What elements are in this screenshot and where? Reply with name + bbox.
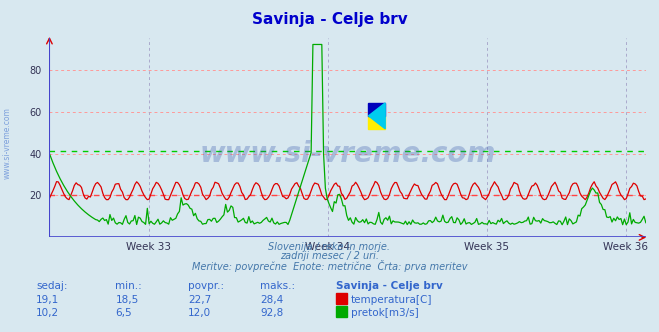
Text: 28,4: 28,4 — [260, 295, 283, 305]
Text: pretok[m3/s]: pretok[m3/s] — [351, 308, 418, 318]
Text: 12,0: 12,0 — [188, 308, 211, 318]
Text: 92,8: 92,8 — [260, 308, 283, 318]
Text: 10,2: 10,2 — [36, 308, 59, 318]
Text: Savinja - Celje brv: Savinja - Celje brv — [336, 281, 443, 290]
Text: Savinja - Celje brv: Savinja - Celje brv — [252, 12, 407, 27]
Text: zadnji mesec / 2 uri.: zadnji mesec / 2 uri. — [280, 251, 379, 261]
Text: www.si-vreme.com: www.si-vreme.com — [200, 140, 496, 168]
Text: Slovenija / reke in morje.: Slovenija / reke in morje. — [268, 242, 391, 252]
Text: www.si-vreme.com: www.si-vreme.com — [3, 107, 12, 179]
Text: Meritve: povprečne  Enote: metrične  Črta: prva meritev: Meritve: povprečne Enote: metrične Črta:… — [192, 260, 467, 272]
Text: 22,7: 22,7 — [188, 295, 211, 305]
Text: 18,5: 18,5 — [115, 295, 138, 305]
Text: min.:: min.: — [115, 281, 142, 290]
Text: 19,1: 19,1 — [36, 295, 59, 305]
Text: maks.:: maks.: — [260, 281, 295, 290]
Text: sedaj:: sedaj: — [36, 281, 68, 290]
Text: temperatura[C]: temperatura[C] — [351, 295, 432, 305]
Text: 6,5: 6,5 — [115, 308, 132, 318]
Bar — [368, 116, 386, 129]
Polygon shape — [368, 103, 386, 129]
Text: povpr.:: povpr.: — [188, 281, 224, 290]
Bar — [368, 103, 386, 116]
